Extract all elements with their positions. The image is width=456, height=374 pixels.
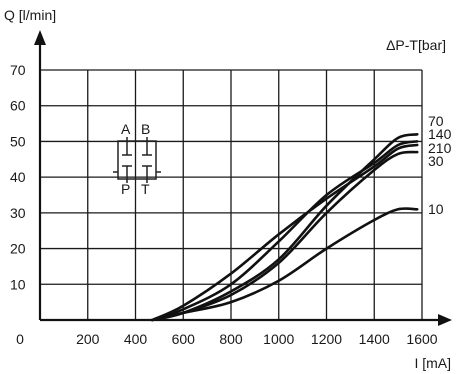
x-tick-label: 1600 bbox=[406, 331, 437, 347]
series-label-10: 10 bbox=[428, 201, 444, 217]
axes bbox=[34, 30, 452, 326]
x-tick-label: 1200 bbox=[311, 331, 342, 347]
series-curves bbox=[150, 133, 419, 322]
x-tick-label: 1000 bbox=[263, 331, 294, 347]
port-label-a: A bbox=[121, 121, 131, 137]
port-label-t: T bbox=[141, 181, 150, 197]
series-line-140 bbox=[150, 140, 419, 322]
series-line-210 bbox=[150, 143, 419, 322]
x-tick-label: 200 bbox=[76, 331, 100, 347]
legend-title: ΔP-T[bar] bbox=[386, 37, 446, 53]
series-line-10 bbox=[150, 207, 419, 322]
y-tick-label: 50 bbox=[10, 133, 26, 149]
valve-body bbox=[117, 140, 157, 180]
y-tick-label: 10 bbox=[10, 276, 26, 292]
x-tick-label: 1400 bbox=[359, 331, 390, 347]
x-tick-label: 400 bbox=[124, 331, 148, 347]
series-label-30: 30 bbox=[428, 153, 444, 169]
x-axis-label: I [mA] bbox=[414, 355, 451, 371]
y-tick-label: 20 bbox=[10, 241, 26, 257]
y-axis-arrow bbox=[34, 30, 46, 45]
valve-symbol-icon: A B P T bbox=[113, 121, 161, 197]
x-axis-arrow bbox=[438, 314, 452, 326]
series-label-210: 210 bbox=[428, 140, 452, 156]
y-axis-label: Q [l/min] bbox=[4, 7, 56, 23]
x-tick-label: 600 bbox=[172, 331, 196, 347]
grid bbox=[40, 69, 423, 320]
y-tick-label: 70 bbox=[10, 62, 26, 78]
x-tick-label: 800 bbox=[219, 331, 243, 347]
y-tick-label: 60 bbox=[10, 98, 26, 114]
x-tick-label: 0 bbox=[16, 331, 24, 347]
series-label-70: 70 bbox=[428, 113, 444, 129]
y-tick-label: 30 bbox=[10, 205, 26, 221]
port-label-b: B bbox=[141, 121, 150, 137]
y-tick-label: 40 bbox=[10, 169, 26, 185]
x-tick-labels: 0 200 400 600 800 1000 1200 1400 1600 bbox=[16, 331, 438, 347]
port-label-p: P bbox=[121, 181, 130, 197]
y-tick-labels: 10 20 30 40 50 60 70 bbox=[10, 62, 26, 292]
series-label-140: 140 bbox=[428, 126, 452, 142]
